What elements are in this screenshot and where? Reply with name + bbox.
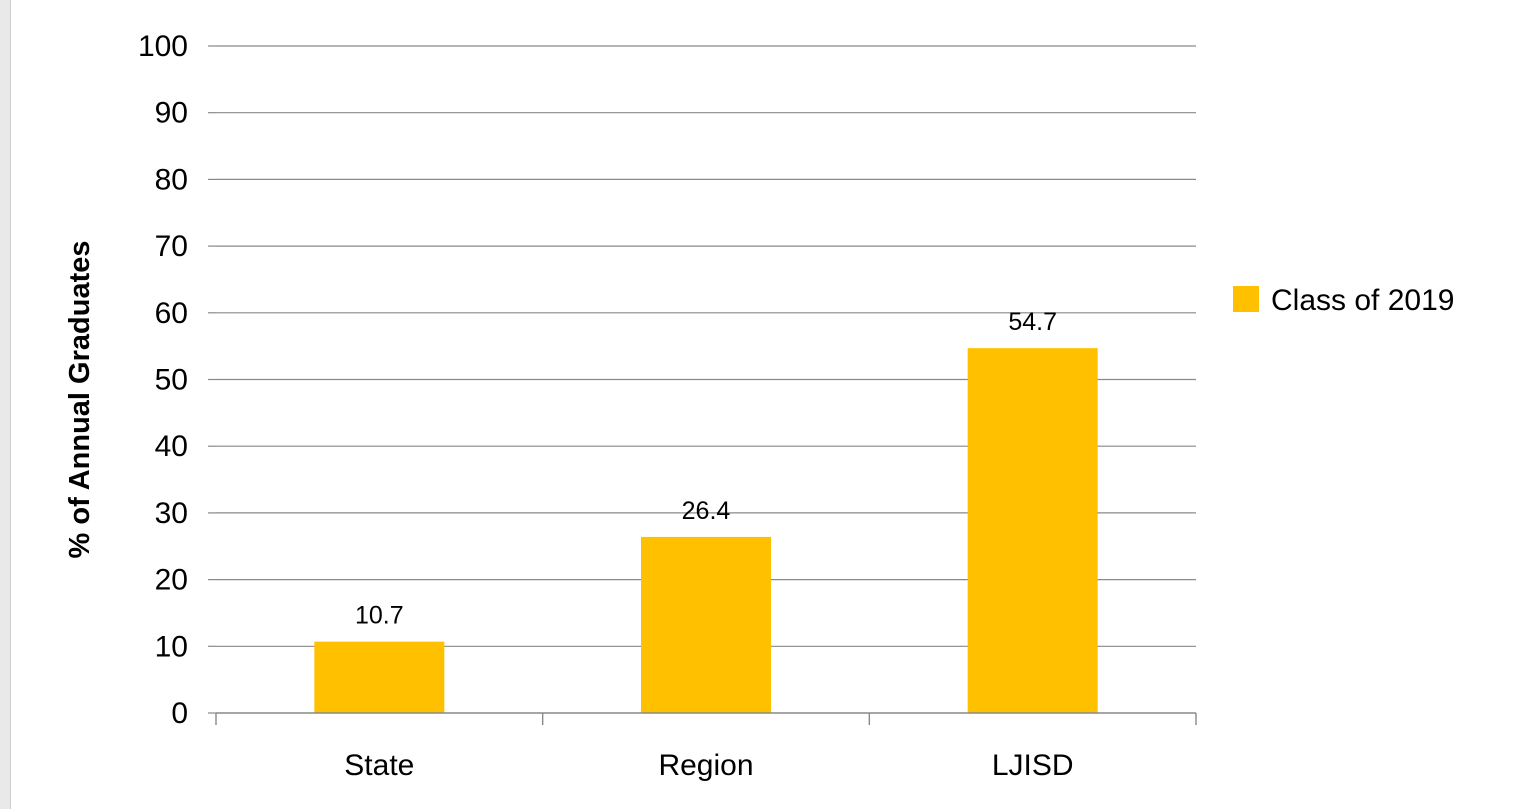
y-tick-label: 10 <box>155 630 188 663</box>
y-tick-label: 90 <box>155 97 188 130</box>
y-tick-label: 80 <box>155 163 188 196</box>
x-tick-labels: State Region LJISD <box>344 749 1073 782</box>
y-tick-label: 20 <box>155 564 188 597</box>
legend-label: Class of 2019 <box>1271 284 1454 317</box>
y-tick-label: 30 <box>155 497 188 530</box>
x-tick-label: State <box>344 749 414 782</box>
bar-region <box>641 536 771 713</box>
y-tick-label: 50 <box>155 364 188 397</box>
y-tick-label: 70 <box>155 230 188 263</box>
data-labels: 10.7 26.4 54.7 <box>355 308 1057 629</box>
y-axis-title: % of Annual Graduates <box>64 241 96 559</box>
y-tick-label: 60 <box>155 297 188 330</box>
x-tick-label: Region <box>658 749 753 782</box>
y-tick-label: 40 <box>155 430 188 463</box>
bar-state <box>314 641 445 713</box>
y-tick-label: 100 <box>138 30 188 63</box>
legend-swatch <box>1233 286 1259 312</box>
y-tick-labels: 0 10 20 30 40 50 60 70 80 90 100 <box>138 30 188 730</box>
data-label: 26.4 <box>682 497 731 525</box>
data-label: 54.7 <box>1008 308 1057 336</box>
y-tick-label: 0 <box>171 697 188 730</box>
bar-ljisd <box>967 348 1098 713</box>
x-tick-label: LJISD <box>992 749 1074 782</box>
legend: Class of 2019 <box>1233 284 1454 317</box>
data-label: 10.7 <box>355 602 404 630</box>
bars <box>314 348 1098 713</box>
axes <box>215 712 1197 725</box>
chart-frame: 0 10 20 30 40 50 60 70 80 90 100 State Region LJISD … <box>10 0 1540 809</box>
